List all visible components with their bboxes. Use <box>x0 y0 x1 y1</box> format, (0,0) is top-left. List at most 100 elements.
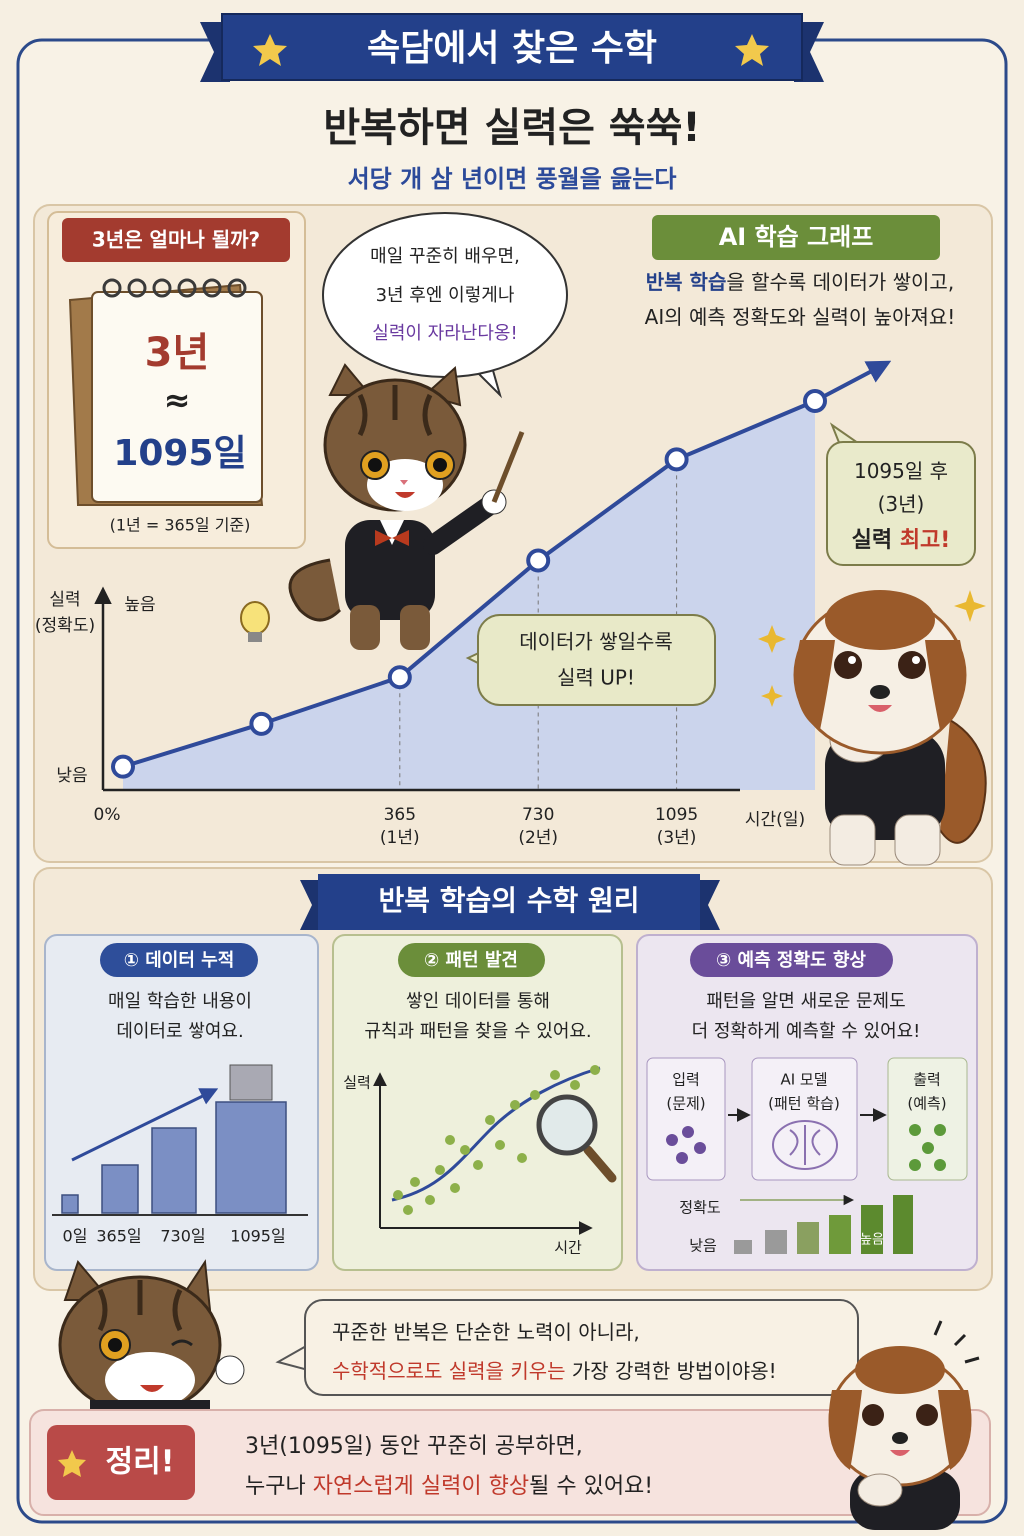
ai-label: AI 학습 그래프 <box>719 223 874 251</box>
bubble-part: 꾸준한 반복은 단순한 노력이 아니라, <box>332 1320 640 1344</box>
card-label: 시간 <box>554 1239 582 1257</box>
speech-line: 실력이 자라난다옹! <box>372 323 517 344</box>
section-banner: 반복 학습의 수학 원리 <box>300 874 720 930</box>
bubble-mid: 데이터가 쌓일수록 실력 UP! <box>465 614 716 706</box>
cat-illustration-bottom <box>58 601 270 1415</box>
main-title: 반복하면 실력은 쑥쑥! <box>323 105 700 151</box>
banner-title: 속담에서 찾은 수학 <box>367 28 657 69</box>
ai-label-box <box>652 215 940 260</box>
bubble-text: 실력 UP! <box>557 666 635 690</box>
dog-illustration <box>758 590 987 866</box>
section-title: 반복 학습의 수학 원리 <box>378 884 639 917</box>
card-desc: 매일 학습한 내용이 <box>108 991 252 1012</box>
card-pattern: ② 패턴 발견 쌓인 데이터를 통해 규칙과 패턴을 찾을 수 있어요. 실력 … <box>332 934 623 1271</box>
bubble-text: 실력 최고! <box>852 528 951 553</box>
box-label: AI 모델 <box>780 1071 827 1089</box>
summary-badge: 정리! <box>106 1445 175 1480</box>
box-label: 입력 <box>672 1071 700 1089</box>
bubble-part: 1095일 후 <box>854 459 948 483</box>
point <box>664 447 689 472</box>
card-desc: 쌓인 데이터를 통해 <box>406 991 550 1012</box>
card-predict: ③ 예측 정확도 향상 패턴을 알면 새로운 문제도 더 정확하게 예측할 수 … <box>636 934 978 1271</box>
cat-bubble: 꾸준한 반복은 단순한 노력이 아니라, 수학적으로도 실력을 키우는 가장 강… <box>275 1299 859 1396</box>
card-label: 정확도 <box>679 1199 721 1217</box>
subtitle: 서당 개 삼 년이면 풍월을 읊는다 <box>348 165 677 193</box>
summary-part: 3년(1095일) 동안 꾸준히 공부하면, <box>245 1434 583 1459</box>
card-label: 높음 <box>860 1233 884 1248</box>
card-desc: 패턴을 알면 새로운 문제도 <box>706 991 905 1012</box>
banner: 속담에서 찾은 수학 <box>200 13 824 82</box>
card-label: 1095일 <box>230 1227 285 1246</box>
ai-desc-text: AI의 예측 정확도와 실력이 높아져요! <box>645 305 956 329</box>
cat-speech: 매일 꾸준히 배우면, 3년 후엔 이렇게나 실력이 자라난다옹! <box>322 212 568 399</box>
bubble-part: (3년) <box>878 492 925 516</box>
x-tick-note: (1년) <box>380 828 420 848</box>
card-tag: ③ 예측 정확도 향상 <box>716 950 866 971</box>
card-label: 실력 <box>343 1074 371 1092</box>
dog-illustration-bottom <box>828 1320 980 1530</box>
bubble-em: 최고! <box>900 528 951 553</box>
ai-desc-text: 을 할수록 데이터가 쌓이고, <box>726 270 954 294</box>
x-axis-label: 시간(일) <box>745 810 805 830</box>
box-label: 출력 <box>913 1071 941 1089</box>
card-label: 낮음 <box>689 1237 717 1255</box>
point <box>526 548 551 573</box>
card-tag: ① 데이터 누적 <box>124 950 235 971</box>
summary: 정리! 3년(1095일) 동안 꾸준히 공부하면, 누구나 자연스럽게 실력이… <box>29 1409 991 1516</box>
x-tick-note: (3년) <box>657 828 697 848</box>
card-tag: ② 패턴 발견 <box>424 950 518 971</box>
card-label: 730일 <box>160 1227 205 1246</box>
card-desc: 규칙과 패턴을 찾을 수 있어요. <box>364 1021 591 1042</box>
calendar-days: 1095일 <box>113 433 246 474</box>
bubble-text: (3년) <box>878 492 925 516</box>
x-tick-label: 0% <box>94 805 121 825</box>
bubble-text: 1095일 후 <box>854 459 948 483</box>
summary-em: 자연스럽게 실력이 향상 <box>313 1474 529 1499</box>
ai-desc-em: 반복 학습 <box>646 270 727 294</box>
speech-line: 매일 꾸준히 배우면, <box>370 246 520 267</box>
calendar-tag: 3년은 얼마나 될까? <box>92 228 260 252</box>
bubble-text: 꾸준한 반복은 단순한 노력이 아니라, <box>332 1320 640 1344</box>
box-label: (패턴 학습) <box>768 1095 840 1113</box>
bubble-em: 수학적으로도 실력을 키우는 <box>332 1359 566 1383</box>
summary-part: 될 수 있어요! <box>529 1474 653 1499</box>
bubble-text: 수학적으로도 실력을 키우는 가장 강력한 방법이야옹! <box>332 1359 777 1383</box>
x-tick-note: (2년) <box>518 828 558 848</box>
x-tick-label: 730 <box>522 805 554 825</box>
y-low-label: 낮음 <box>56 766 87 786</box>
calendar-approx: ≈ <box>164 381 191 419</box>
y-axis-label: (정확도) <box>35 616 95 636</box>
point <box>111 754 135 779</box>
y-axis-label: 실력 <box>49 590 80 610</box>
card-label: 365일 <box>96 1227 141 1246</box>
x-tick-label: 365 <box>384 805 416 825</box>
calendar-card: 3년은 얼마나 될까? 3년 ≈ 1095일 (1년 = 365일 기준) <box>47 211 306 549</box>
calendar-years: 3년 <box>145 330 210 376</box>
x-tick-label: 1095 <box>655 805 698 825</box>
speech-line: 3년 후엔 이렇게나 <box>376 285 515 306</box>
summary-part: 누구나 <box>245 1474 313 1499</box>
box-label: (문제) <box>666 1095 705 1113</box>
ai-desc: AI의 예측 정확도와 실력이 높아져요! <box>645 305 956 329</box>
card-data: ① 데이터 누적 매일 학습한 내용이 데이터로 쌓여요. 0일 365일 73… <box>44 934 319 1271</box>
point <box>249 711 274 736</box>
card-desc: 데이터로 쌓여요. <box>116 1021 243 1042</box>
bubble-top: 1095일 후 (3년) 실력 최고! <box>826 422 976 566</box>
box-label: (예측) <box>907 1095 946 1113</box>
summary-text: 3년(1095일) 동안 꾸준히 공부하면, <box>245 1434 583 1459</box>
bubble-text: 데이터가 쌓일수록 <box>519 630 673 654</box>
line <box>122 399 816 769</box>
bubble-part: 가장 강력한 방법이야옹! <box>566 1359 777 1383</box>
card-label: 0일 <box>63 1227 88 1246</box>
point <box>387 665 412 690</box>
summary-text: 누구나 자연스럽게 실력이 향상될 수 있어요! <box>245 1474 653 1499</box>
trend-arrow <box>814 360 892 403</box>
calendar-note: (1년 = 365일 기준) <box>110 516 251 535</box>
y-high-label: 높음 <box>124 595 155 615</box>
bubble-part: 실력 <box>852 528 900 553</box>
card-desc: 더 정확하게 예측할 수 있어요! <box>692 1021 921 1042</box>
cat-illustration <box>288 363 525 650</box>
ai-desc: 반복 학습을 할수록 데이터가 쌓이고, <box>646 270 954 294</box>
point <box>803 389 827 413</box>
